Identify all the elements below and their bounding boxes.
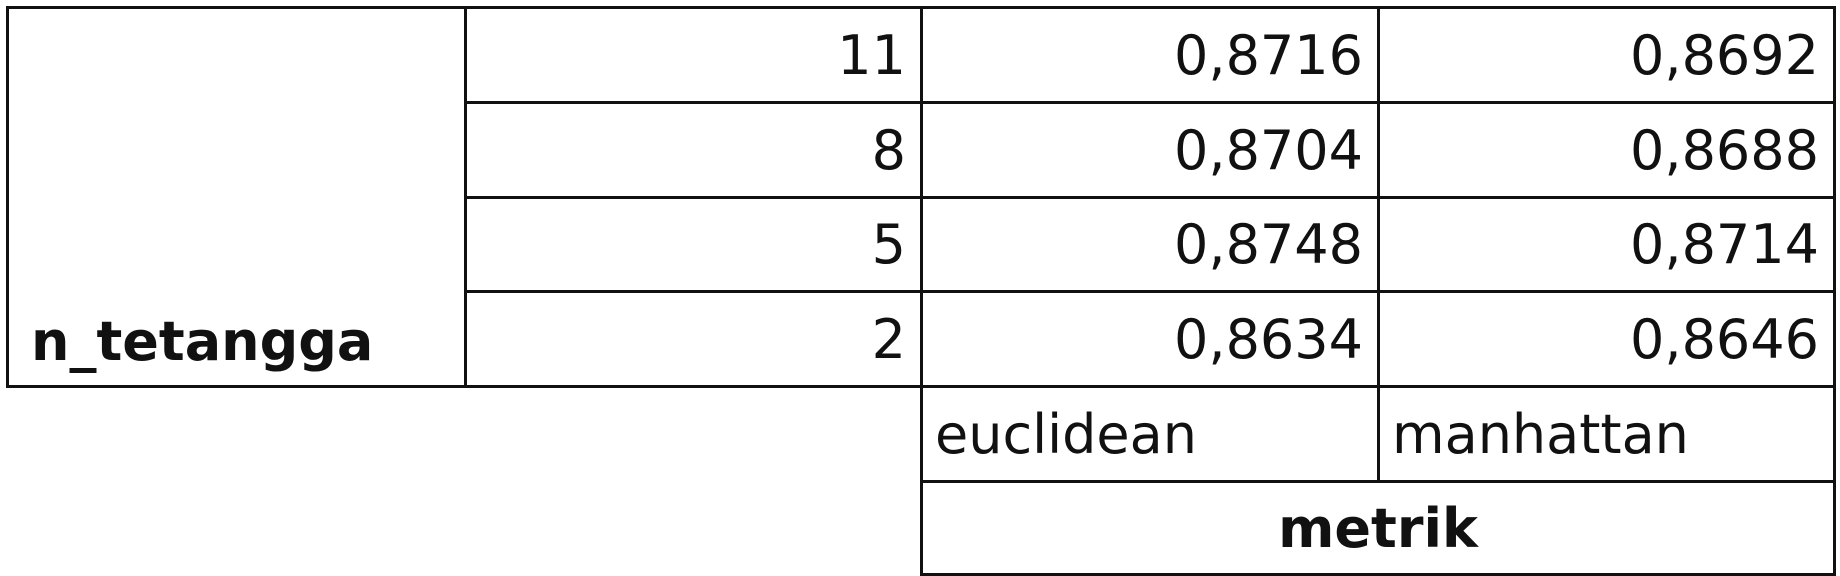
column-label-euclidean: euclidean — [920, 385, 1380, 483]
cell-euclidean: 0,8748 — [920, 196, 1380, 293]
cell-manhattan: 0,8714 — [1377, 196, 1836, 293]
column-label-manhattan: manhattan — [1377, 385, 1836, 483]
cell-manhattan: 0,8692 — [1377, 6, 1836, 104]
cell-manhattan: 0,8646 — [1377, 290, 1836, 388]
row-n-value: 8 — [464, 101, 923, 199]
cell-euclidean: 0,8716 — [920, 6, 1380, 104]
row-n-value: 11 — [464, 6, 923, 104]
cell-manhattan: 0,8688 — [1377, 101, 1836, 199]
cell-euclidean: 0,8634 — [920, 290, 1380, 388]
column-header-metrik: metrik — [920, 480, 1836, 576]
row-n-value: 2 — [464, 290, 923, 388]
row-n-value: 5 — [464, 196, 923, 293]
cell-euclidean: 0,8704 — [920, 101, 1380, 199]
row-header-n-tetangga: n_tetangga — [6, 6, 467, 388]
